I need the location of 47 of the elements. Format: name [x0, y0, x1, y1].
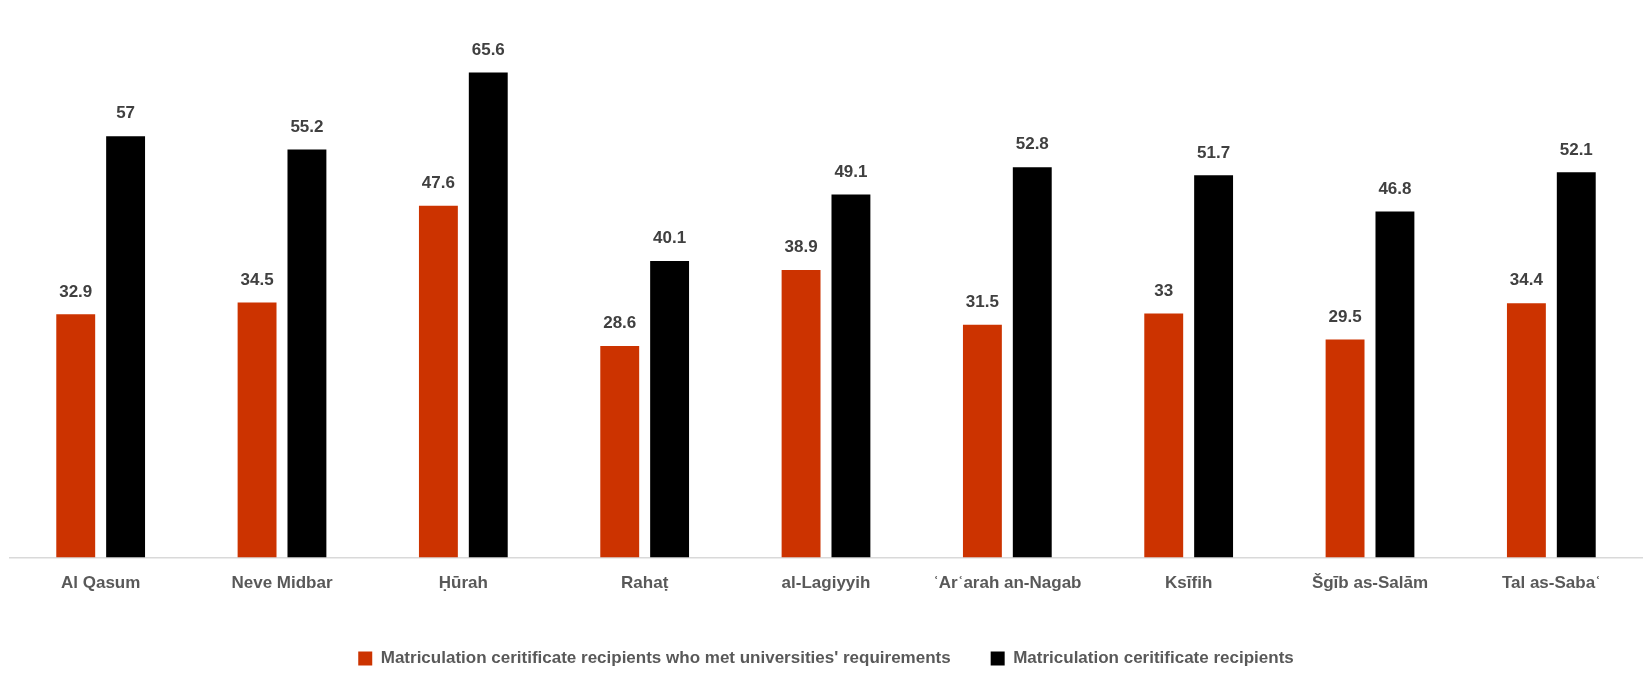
x-tick-label: Šgīb as-Salām	[1311, 573, 1429, 593]
bar	[106, 136, 146, 558]
data-label: 52.1	[1559, 139, 1593, 159]
bar	[287, 149, 327, 558]
bar	[418, 205, 458, 558]
data-label: 65.6	[471, 39, 505, 59]
x-tick-label: Ḥūrah	[438, 573, 488, 593]
data-label: 29.5	[1328, 306, 1362, 326]
data-label: 28.6	[603, 313, 637, 333]
data-label: 55.2	[290, 116, 324, 136]
x-tick-label: Tal as-Sabaʿ	[1501, 573, 1601, 593]
legend-label: Matriculation ceritificate recipients who met universities' requirements	[380, 648, 951, 668]
bar	[1506, 303, 1546, 558]
bar	[600, 346, 640, 558]
data-label: 31.5	[965, 291, 999, 311]
x-tick-label: Al Qasum	[60, 573, 141, 593]
bar	[237, 302, 277, 558]
data-label: 51.7	[1197, 142, 1231, 162]
x-tick-label: al-Lagiyyih	[781, 573, 871, 593]
bar	[781, 269, 821, 558]
data-label: 52.8	[1015, 134, 1049, 154]
legend-label: Matriculation ceritificate recipients	[1013, 648, 1294, 668]
bar	[1556, 172, 1596, 558]
data-label: 34.4	[1509, 270, 1544, 290]
data-label: 47.6	[421, 172, 455, 192]
bar	[468, 72, 508, 558]
x-tick-label: ʿArʿarah an-Nagab	[933, 573, 1082, 593]
data-label: 32.9	[59, 281, 93, 301]
data-label: 40.1	[653, 228, 687, 248]
data-label: 34.5	[240, 269, 274, 289]
bar	[1012, 167, 1052, 558]
data-label: 38.9	[784, 237, 818, 257]
bar	[962, 324, 1002, 558]
data-label: 49.1	[834, 161, 868, 181]
bar	[1144, 313, 1184, 558]
bar	[1325, 339, 1365, 558]
bar	[650, 261, 690, 558]
x-tick-label: Ksīfih	[1165, 573, 1213, 593]
x-tick-label: Rahaṭ	[621, 573, 669, 593]
bar	[831, 194, 871, 558]
bar	[1194, 175, 1234, 558]
data-label: 46.8	[1378, 178, 1412, 198]
bar	[56, 314, 96, 558]
data-label: 57	[116, 103, 136, 123]
x-tick-label: Neve Midbar	[231, 573, 333, 593]
bar	[1375, 211, 1415, 558]
data-label: 33	[1154, 280, 1174, 300]
